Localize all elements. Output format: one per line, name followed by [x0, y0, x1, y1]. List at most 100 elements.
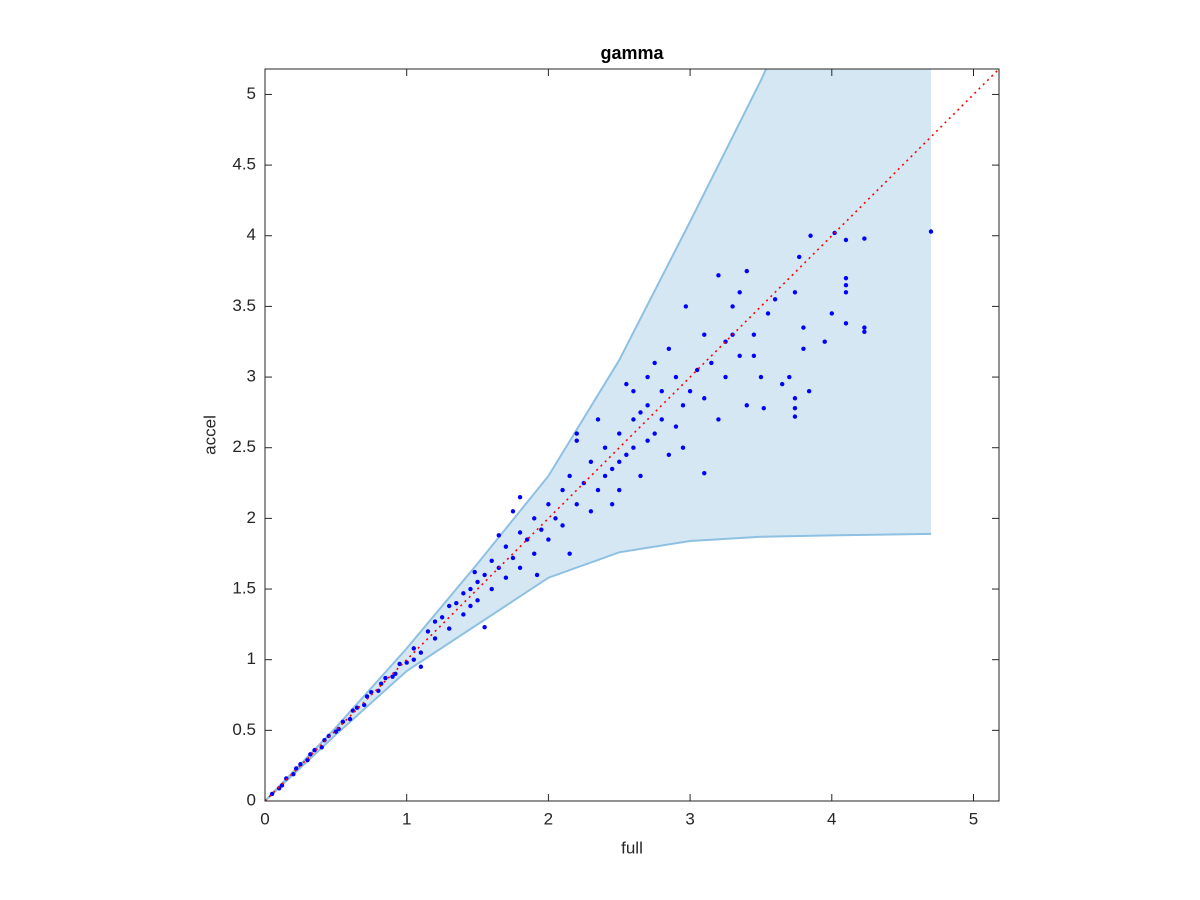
scatter-point — [617, 487, 622, 493]
y-tick-label: 1 — [247, 649, 256, 668]
scatter-point — [454, 600, 459, 606]
scatter-point — [546, 537, 551, 542]
scatter-point — [369, 689, 374, 695]
scatter-point — [928, 229, 934, 234]
scatter-point — [517, 565, 523, 571]
scatter-point — [439, 615, 445, 620]
scatter-point — [624, 452, 629, 457]
x-tick-label: 1 — [402, 809, 411, 828]
y-tick-label: 1.5 — [232, 579, 256, 598]
scatter-point — [673, 374, 679, 380]
scatter-point — [496, 533, 502, 538]
scatter-point — [602, 473, 608, 479]
scatter-point — [687, 388, 693, 394]
scatter-point — [822, 339, 827, 344]
scatter-point — [595, 487, 601, 493]
scatter-point — [269, 791, 275, 797]
scatter-point — [609, 466, 615, 472]
y-tick-label: 3 — [247, 367, 256, 386]
scatter-point — [666, 452, 672, 457]
y-tick-label: 2 — [247, 508, 256, 527]
scatter-point — [730, 304, 735, 309]
scatter-point — [843, 290, 849, 295]
scatter-point — [340, 719, 346, 725]
band-area — [265, 69, 931, 801]
scatter-point — [744, 403, 749, 408]
scatter-point — [503, 544, 509, 549]
scatter-point — [383, 675, 388, 681]
scatter-point — [524, 537, 530, 542]
y-tick-label: 3.5 — [232, 296, 256, 315]
x-tick-label: 3 — [685, 809, 694, 828]
scatter-point — [780, 381, 785, 387]
scatter-point — [390, 674, 395, 679]
scatter-point — [638, 410, 643, 415]
scatter-point — [534, 572, 540, 578]
scatter-point — [472, 569, 477, 575]
axes-box — [264, 68, 1000, 802]
scatter-point — [298, 762, 303, 767]
scatter-point — [279, 783, 285, 788]
scatter-point — [765, 311, 771, 316]
scatter-point — [553, 516, 558, 521]
scatter-point — [489, 586, 494, 592]
scatter-point — [652, 360, 657, 366]
scatter-point — [737, 353, 742, 359]
scatter-point — [574, 438, 579, 443]
scatter-point — [702, 396, 707, 401]
scatter-point — [312, 747, 317, 753]
scatter-point — [680, 403, 686, 408]
y-axis-label: accel — [200, 415, 219, 455]
scatter-point — [843, 275, 849, 281]
scatter-point — [624, 381, 629, 387]
scatter-point — [792, 396, 798, 401]
scatter-point — [772, 297, 778, 302]
scatter-point — [659, 388, 664, 394]
scatter-point — [709, 360, 714, 366]
scatter-point — [631, 388, 636, 394]
x-axis-label: full — [621, 838, 643, 857]
scatter-point — [510, 555, 516, 561]
y-tick-label: 2.5 — [232, 437, 256, 456]
scatter-point — [468, 586, 473, 592]
scatter-point — [645, 438, 650, 443]
scatter-point — [489, 558, 494, 563]
y-tick-label: 0 — [247, 790, 256, 809]
scatter-point — [418, 664, 424, 669]
scatter-point — [659, 417, 664, 422]
band-upper-edge — [265, 69, 768, 801]
scatter-point — [797, 254, 802, 260]
y-tick-label: 0.5 — [232, 720, 256, 739]
scatter-point — [447, 626, 452, 631]
scatter-point — [588, 459, 594, 465]
scatter-point — [567, 473, 572, 479]
scatter-point — [862, 325, 867, 330]
scatter-point — [716, 417, 721, 422]
scatter-point — [638, 473, 643, 479]
scatter-point — [617, 431, 622, 436]
scatter-point — [567, 551, 572, 556]
scatter-point — [744, 268, 749, 274]
scatter-point — [461, 591, 466, 596]
scatter-point — [322, 738, 327, 743]
scatter-point — [293, 766, 299, 771]
scatter-point — [354, 705, 360, 710]
scatter-point — [751, 353, 757, 359]
scatter-point — [723, 374, 728, 380]
scatter-point — [378, 681, 384, 686]
scatter-point — [829, 311, 834, 316]
scatter-point — [326, 733, 331, 739]
scatter-point — [333, 729, 339, 734]
scatter-point — [609, 502, 615, 507]
plot-area — [265, 69, 999, 801]
scatter-point — [432, 619, 438, 624]
scatter-point — [393, 671, 398, 677]
scatter-point — [702, 332, 707, 337]
scatter-point — [411, 657, 416, 662]
scatter-point — [652, 431, 657, 436]
scatter-point — [305, 757, 310, 763]
x-tick-label: 2 — [544, 809, 553, 828]
scatter-point — [843, 237, 849, 243]
scatter-point — [702, 470, 707, 476]
scatter-point — [862, 236, 867, 241]
